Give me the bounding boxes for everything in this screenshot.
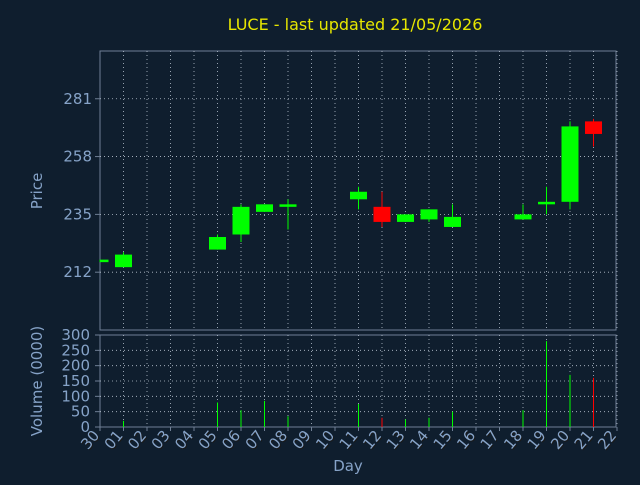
day-tick-label: 17 [477, 427, 503, 453]
volume-tick-label: 50 [71, 403, 90, 421]
day-tick-label: 02 [124, 427, 150, 453]
price-tick-label: 212 [63, 263, 92, 281]
candle-body-12 [373, 206, 391, 222]
volume-tick-label: 300 [61, 326, 90, 344]
candle-body-13 [397, 214, 414, 222]
day-tick-label: 07 [242, 427, 268, 453]
day-axis-ticks: 3030010102020303040405050606070708080909… [77, 427, 621, 454]
price-tick-label: 281 [63, 90, 92, 108]
day-tick-label: 11 [336, 427, 362, 453]
price-plot-frame [99, 50, 617, 331]
day-tick-label: 15 [430, 427, 456, 453]
day-tick-label: 19 [524, 427, 550, 453]
candle-body-20 [561, 126, 579, 202]
day-tick-label: 20 [547, 427, 573, 453]
volume-tick-label: 0 [80, 418, 90, 436]
candle-body-18 [514, 214, 532, 220]
day-tick-label: 18 [500, 427, 526, 453]
candle-body-21 [585, 121, 602, 134]
day-tick-label: 14 [406, 427, 432, 453]
candle-body-19 [538, 201, 555, 205]
day-tick-label: 10 [312, 427, 338, 453]
candle-body-11 [350, 191, 367, 200]
price-grid [100, 51, 618, 330]
candle-body-30 [100, 259, 109, 263]
candle-body-14 [420, 209, 438, 220]
chart-title: LUCE - last updated 21/05/2026 [228, 15, 483, 34]
volume-tick-label: 200 [61, 357, 90, 375]
day-tick-label: 16 [453, 427, 479, 453]
price-tick-label: 235 [63, 205, 92, 223]
candle-body-08 [279, 204, 297, 207]
day-tick-label: 08 [265, 427, 291, 453]
price-tick-label: 258 [63, 148, 92, 166]
volume-tick-label: 150 [61, 372, 90, 390]
volume-axis-label: Volume (0000) [28, 326, 46, 436]
day-tick-label: 21 [571, 427, 597, 453]
price-axis-label: Price [28, 173, 46, 210]
day-tick-label: 12 [359, 427, 385, 453]
day-tick-label: 03 [148, 427, 174, 453]
candle-body-07 [256, 204, 273, 212]
volume-tick-label: 250 [61, 341, 90, 359]
day-tick-label: 09 [289, 427, 315, 453]
day-tick-label: 06 [218, 427, 244, 453]
day-axis-label: Day [333, 457, 363, 475]
volume-bars [123, 341, 594, 427]
candle-body-05 [209, 237, 226, 250]
candle-body-01 [115, 254, 132, 268]
price-y-ticks: 212 235 258 281 [63, 90, 100, 281]
candle-body-06 [232, 206, 250, 235]
candle-body-15 [444, 216, 461, 227]
day-tick-label: 22 [594, 427, 620, 453]
day-tick-label: 04 [171, 427, 197, 453]
day-tick-label: 13 [383, 427, 409, 453]
day-tick-label: 05 [195, 427, 221, 453]
candlesticks [99, 118, 602, 268]
day-tick-label: 01 [101, 427, 127, 453]
volume-tick-label: 100 [61, 387, 90, 405]
